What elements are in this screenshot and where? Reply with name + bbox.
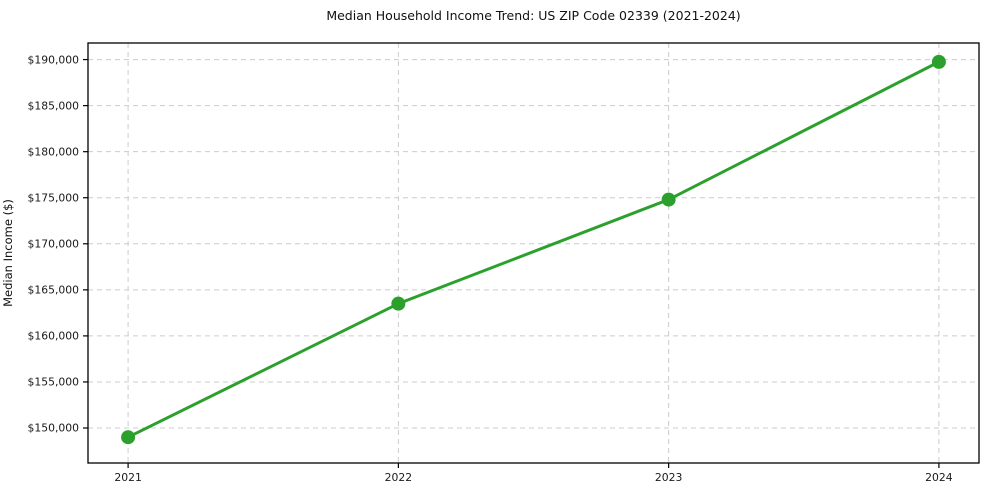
y-tick-label: $175,000 [27, 191, 79, 204]
y-tick-label: $185,000 [27, 99, 79, 112]
x-tick-label: 2023 [655, 471, 682, 484]
data-point-marker [391, 296, 406, 311]
chart-title: Median Household Income Trend: US ZIP Co… [326, 8, 741, 23]
y-tick-label: $155,000 [27, 376, 79, 389]
plot-frame [87, 42, 980, 464]
x-tick-label: 2022 [385, 471, 412, 484]
data-point-marker [121, 430, 136, 445]
y-tick-label: $170,000 [27, 237, 79, 250]
data-point-marker [931, 54, 946, 69]
income-trend-line [126, 60, 941, 439]
data-point-marker [661, 192, 676, 207]
y-tick-label: $160,000 [27, 330, 79, 343]
x-tick-label: 2021 [114, 471, 141, 484]
x-tick-label: 2024 [925, 471, 953, 484]
y-tick-label: $150,000 [27, 422, 79, 435]
y-tick-label: $190,000 [27, 53, 79, 66]
y-tick-label: $180,000 [27, 145, 79, 158]
y-tick-label: $165,000 [27, 284, 79, 297]
